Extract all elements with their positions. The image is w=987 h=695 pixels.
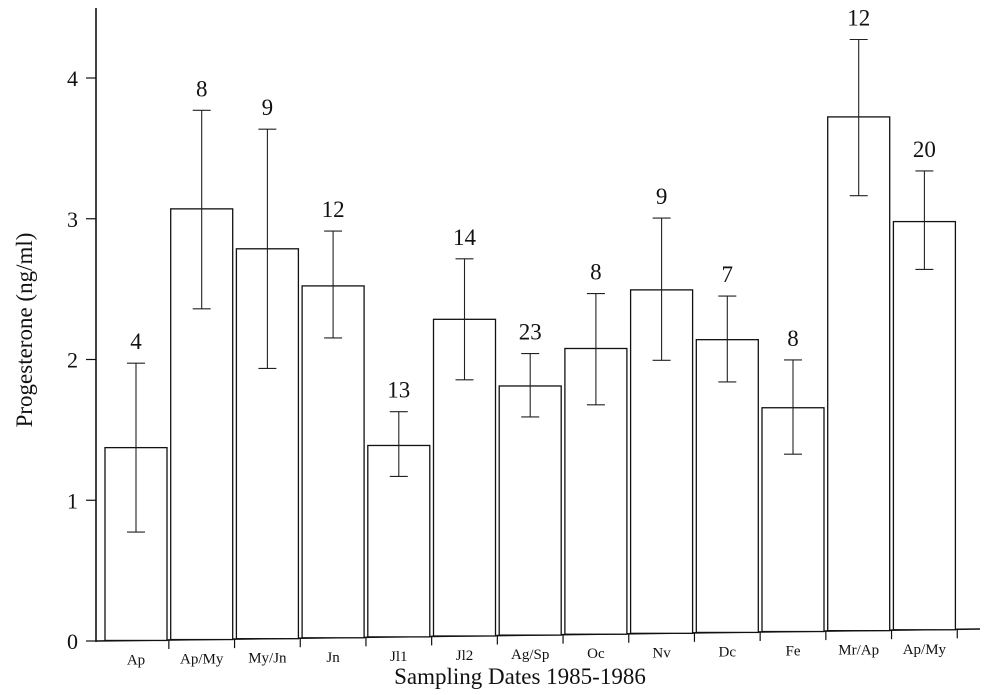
y-axis [86,8,97,642]
x-tick-label: My/Jn [248,651,287,667]
sample-size-label: 12 [847,5,870,30]
sample-size-label: 12 [322,197,345,222]
error-bars-group [127,38,934,533]
x-tick-labels: Ap Ap/My My/Jn Jn Jl1 Jl2 Ag/Sp Oc Nv Dc Fe Mr/Ap Ap… [127,642,947,669]
y-axis-title: Progesterone (ng/ml) [12,233,37,428]
x-tick-label: Jn [326,650,340,666]
sample-size-label: 23 [519,320,542,345]
x-tick-label: Mr/Ap [838,643,879,659]
x-tick-label: Ap/My [903,642,947,658]
x-tick-label: Ag/Sp [511,647,549,663]
x-axis-title: Sampling Dates 1985-1986 [394,664,646,689]
x-tick-label: Dc [719,644,737,660]
sample-size-label: 20 [913,137,936,162]
x-tick-label: Ap/My [180,652,224,668]
sample-size-label: 7 [722,262,734,287]
y-tick-label: 2 [67,348,78,373]
sample-size-labels: 4 8 9 12 13 14 23 8 9 7 8 12 20 [130,5,936,402]
sample-size-label: 8 [196,76,208,101]
sample-size-label: 9 [262,95,274,120]
bar [301,285,365,639]
x-tick-label: Oc [587,646,605,662]
bar [695,339,759,634]
bar [827,116,891,632]
x-tick-label: Jl2 [456,648,474,664]
y-tick-label: 4 [67,66,78,91]
bar [892,220,957,631]
x-tick-label: Nv [652,645,671,661]
x-tick-label: Jl1 [390,649,408,665]
bar [367,444,431,638]
sample-size-label: 14 [453,225,477,250]
x-tick-label: Ap [127,652,145,668]
x-tick-label: Fe [786,644,801,660]
bars-group [104,116,957,642]
bar [498,385,562,636]
sample-size-label: 13 [387,378,410,403]
sample-size-label: 9 [656,184,668,209]
sample-size-label: 4 [130,329,142,354]
y-tick-labels: 0 1 2 3 4 [67,66,78,654]
sample-size-label: 8 [787,326,799,351]
y-tick-label: 0 [67,629,78,654]
sample-size-label: 8 [590,260,602,285]
y-tick-label: 1 [67,488,78,513]
y-tick-label: 3 [67,207,78,232]
